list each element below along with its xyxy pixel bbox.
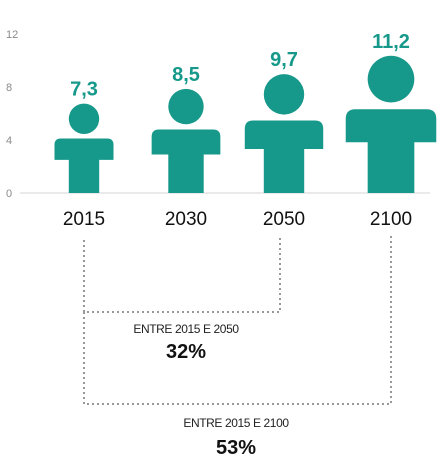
value-label: 8,5 <box>172 64 200 86</box>
x-category-label: 2015 <box>63 209 105 230</box>
y-tick-label: 4 <box>6 135 12 147</box>
population-figure-2050: 9,7 2050 <box>244 49 324 230</box>
bracket-2015-2100 <box>83 236 392 405</box>
y-tick-label: 8 <box>6 82 12 94</box>
figure-head <box>68 103 100 134</box>
x-category-label: 2050 <box>263 209 305 230</box>
bracket-percent: 32% <box>166 341 206 363</box>
figure-body <box>345 109 437 193</box>
figure-head <box>367 55 415 103</box>
figure-body <box>54 138 114 193</box>
bracket-caption: ENTRE 2015 E 2050 <box>133 322 239 336</box>
bracket-percent: 53% <box>216 437 256 459</box>
population-figure-2015: 7,3 2015 <box>54 79 114 230</box>
figure-head <box>168 88 204 125</box>
value-label: 9,7 <box>270 49 298 71</box>
population-figure-2100: 11,2 2100 <box>345 31 437 230</box>
figure-body <box>244 120 324 193</box>
value-label: 11,2 <box>372 31 410 53</box>
figure-body <box>151 129 221 193</box>
population-figure-2030: 8,5 2030 <box>151 64 221 230</box>
y-tick-label: 12 <box>6 29 18 41</box>
x-category-label: 2100 <box>370 209 412 230</box>
x-category-label: 2030 <box>165 209 207 230</box>
chart-marks: 7,3 2015 8,5 2030 9,7 2050 11,2 2100 <box>54 31 437 230</box>
comparison-brackets: ENTRE 2015 E 2050 32% ENTRE 2015 E 2100 … <box>83 236 392 459</box>
figure-head <box>263 74 305 115</box>
bracket-2015-2050 <box>83 236 281 313</box>
value-label: 7,3 <box>70 79 98 101</box>
bracket-caption: ENTRE 2015 E 2100 <box>183 416 289 430</box>
y-tick-label: 0 <box>6 188 12 200</box>
